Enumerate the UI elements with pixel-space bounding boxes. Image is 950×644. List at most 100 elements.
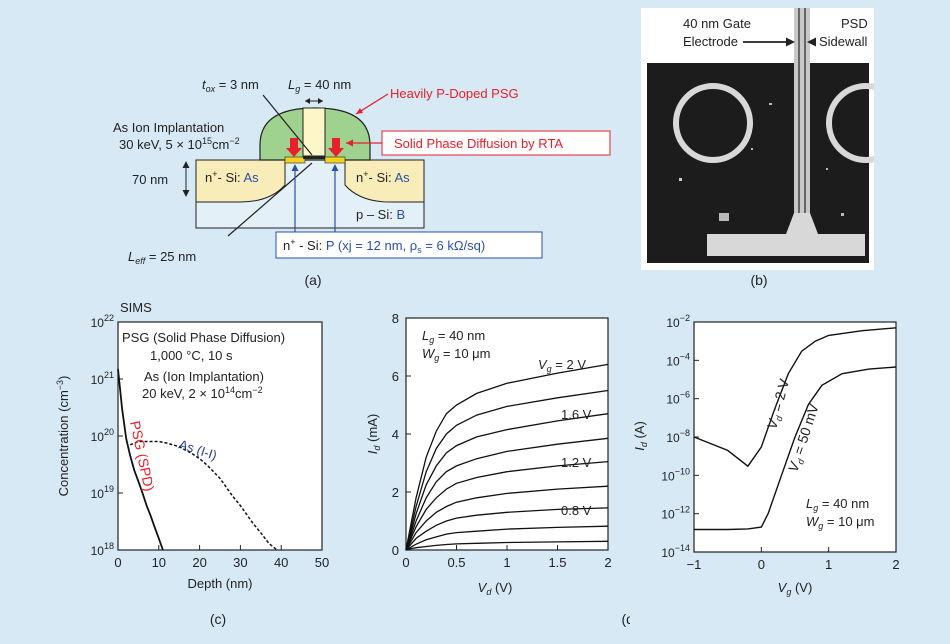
idvd-series-line (405, 437, 609, 551)
sims-legend4: 20 keV, 2 × 1014cm−2 (142, 385, 263, 401)
idvg-lg: Lg = 40 nm (806, 496, 869, 513)
leff-label: Leff = 25 nm (128, 249, 196, 266)
sims-xtick-label: 30 (233, 555, 247, 570)
implant-line1: As Ion Implantation (113, 120, 224, 135)
sims-xtick-label: 0 (114, 555, 121, 570)
idvg-xlabel: Vg (V) (778, 580, 813, 597)
idvd-series-line (405, 507, 609, 551)
psd-label-2: Sidewall (819, 34, 868, 49)
idvd-label-1.2: 1.2 V (561, 455, 592, 470)
idvd-axes: 0 0.5 1 1.5 2 0 2 4 6 8 (392, 311, 612, 570)
depth-label: 70 nm (132, 172, 168, 187)
sims-ytick-label: 1018 (91, 541, 114, 558)
idvd-vg-top: Vg = 2 V (538, 357, 586, 374)
leff-pointer (227, 162, 313, 237)
idvd-xtick-label: 1.5 (548, 555, 566, 570)
diffusion-arrow-left (286, 138, 302, 157)
idvg-vd50-series (694, 366, 897, 531)
idvd-series-line (405, 389, 609, 551)
idvd-ytick-label: 4 (392, 427, 399, 442)
idvg-ylabel: Id (A) (632, 421, 649, 451)
panel-a-diagram: Lg = 40 nm tox = 3 nm Heavily P-Doped PS… (113, 77, 611, 288)
gate-oxide (303, 156, 325, 159)
idvd-series-line (405, 485, 609, 551)
gate-label-2: Electrode (683, 34, 738, 49)
idvd-ytick-label: 0 (392, 543, 399, 558)
extension-box (275, 231, 543, 259)
sims-ytick-label: 1020 (91, 427, 114, 444)
idvd-xlabel: Vd (V) (478, 580, 513, 597)
idvd-xtick-label: 2 (604, 555, 611, 570)
idvg-ytick-label: 10−12 (661, 505, 690, 522)
idvd-series-line (405, 460, 609, 551)
tox-pointer (262, 94, 313, 156)
idvg-series (693, 327, 897, 531)
sims-xtick-label: 10 (152, 555, 166, 570)
sims-psg-series (117, 368, 164, 551)
idvg-ytick-label: 10−2 (666, 313, 690, 330)
sims-series (117, 368, 278, 551)
idvd-ytick-label: 2 (392, 485, 399, 500)
implant-line2: 30 keV, 5 × 1015cm−2 (119, 136, 240, 152)
panel-a-label: (a) (304, 272, 321, 288)
idvg-axes: −1 0 1 2 10−2 10−4 10−6 10−8 10−10 10−12 10−14 (661, 313, 899, 572)
idvd-label-1.6: 1.6 V (561, 407, 592, 422)
sims-ylabel: Concentration (cm−3) (55, 376, 71, 497)
sims-ytick-label: 1022 (91, 313, 114, 330)
sims-ytick-label: 1019 (91, 484, 114, 501)
panel-d-idvd-chart: 0 0.5 1 1.5 2 0 2 4 6 8 Lg = 40 nm Wg = 10 μm Vg … (365, 311, 630, 627)
panel-c-label: (c) (210, 611, 226, 627)
panel-b-annotations: 40 nm Gate Electrode PSD Sidewall (b) (683, 16, 868, 288)
tox-label: tox = 3 nm (202, 77, 259, 94)
idvd-series-line (405, 363, 609, 551)
idvg-xtick-label: 2 (892, 557, 899, 572)
sims-xlabel: Depth (nm) (187, 576, 252, 591)
sims-ytick-label: 1021 (91, 370, 114, 387)
n-plus-right-label: n+- Si: As (356, 169, 410, 185)
sem-image (641, 8, 906, 270)
idvg-ytick-label: 10−6 (666, 390, 690, 407)
gate-label-1: 40 nm Gate (683, 16, 751, 31)
sims-legend2: 1,000 °C, 10 s (150, 348, 233, 363)
idvg-ytick-label: 10−8 (666, 428, 690, 445)
idvd-ytick-label: 8 (392, 311, 399, 326)
idvd-xtick-label: 0 (402, 555, 409, 570)
idvd-series-line (405, 413, 609, 551)
n-plus-left (195, 159, 286, 203)
spd-label: Solid Phase Diffusion by RTA (394, 136, 563, 151)
sims-title: SIMS (120, 300, 152, 315)
sem-ring-left (673, 83, 753, 163)
device-cross-section (195, 107, 425, 229)
idvd-xtick-label: 1 (503, 555, 510, 570)
idvg-vd2-series (693, 327, 897, 468)
idvd-xtick-label: 0.5 (447, 555, 465, 570)
sims-xtick-label: 50 (315, 555, 329, 570)
sims-xtick-label: 20 (192, 555, 206, 570)
extension-label: n+ - Si: P (xj = 12 nm, ρs = 6 kΩ/sq) (283, 237, 485, 255)
idvd-wg: Wg = 10 μm (422, 346, 491, 363)
spd-box (381, 130, 611, 156)
sims-xtick-label: 40 (274, 555, 288, 570)
idvd-lg: Lg = 40 nm (422, 328, 485, 345)
panel-b-label: (b) (750, 272, 767, 288)
psg-label: Heavily P-Doped PSG (390, 86, 519, 101)
idvg-ytick-label: 10−14 (661, 543, 690, 560)
idvg-xtick-label: −1 (687, 557, 702, 572)
psd-label-1: PSD (841, 16, 868, 31)
idvd-series-line (405, 525, 609, 551)
p-substrate-label: p – Si: B (356, 207, 405, 222)
idvd-ylabel: Id (mA) (365, 414, 382, 454)
idvd-plot-area (405, 317, 609, 551)
idvg-ytick-label: 10−10 (661, 466, 690, 483)
diffusion-arrow-right (328, 138, 344, 157)
sims-legend3: As (Ion Implantation) (144, 369, 264, 384)
idvg-xtick-label: 0 (758, 557, 765, 572)
sims-legend1: PSG (Solid Phase Diffusion) (122, 330, 285, 345)
panel-b-sem-photo (641, 8, 906, 270)
idvd-series-line (405, 540, 609, 551)
idvg-wg: Wg = 10 μm (806, 514, 875, 531)
sem-gate-pad (707, 234, 865, 256)
